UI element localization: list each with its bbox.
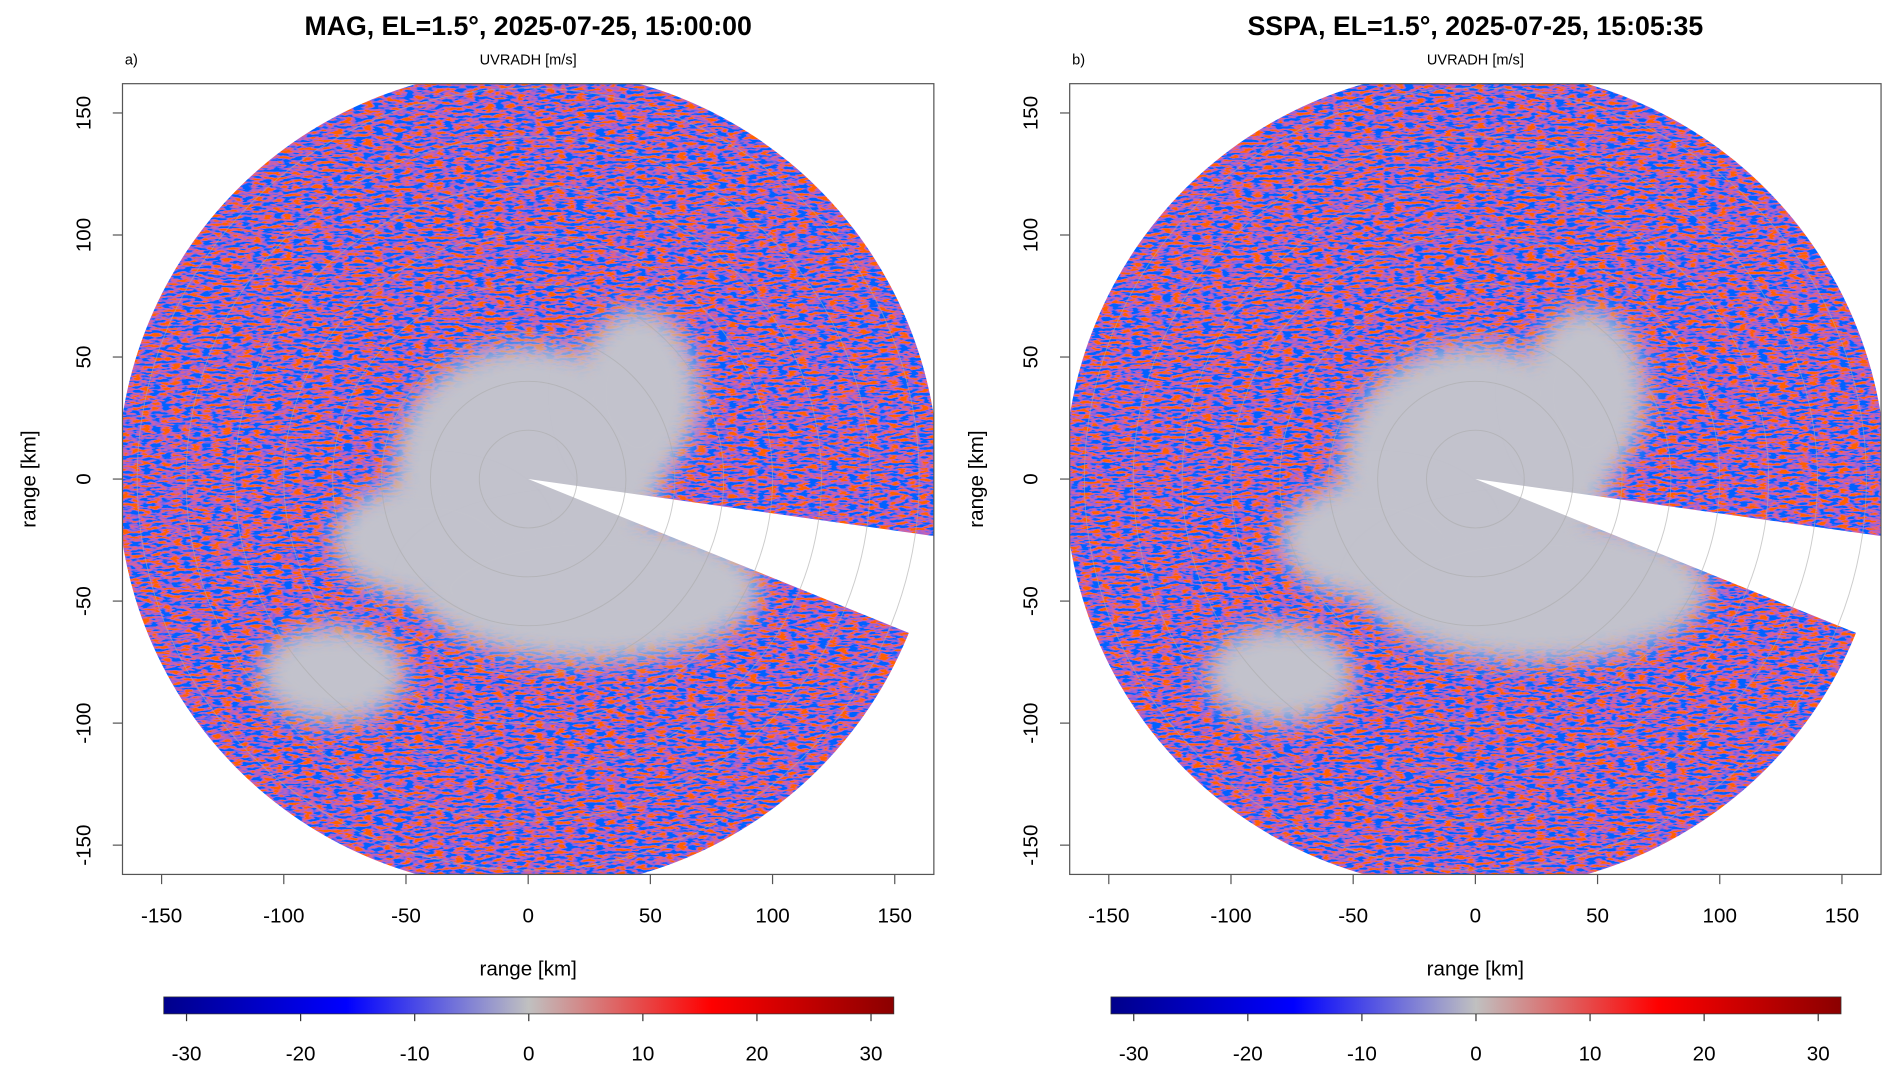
radar-disc bbox=[122, 83, 934, 875]
y-tick-label: -50 bbox=[1020, 586, 1043, 616]
x-tick-label: 150 bbox=[878, 904, 912, 927]
range-ring bbox=[1083, 87, 1867, 871]
colorbar-tick-label: 30 bbox=[1807, 1043, 1830, 1066]
colorbar-tick-label: -30 bbox=[1119, 1043, 1149, 1066]
x-tick-label: -50 bbox=[1338, 904, 1368, 927]
panel-label: a) bbox=[125, 52, 138, 68]
x-axis-label: range [km] bbox=[1427, 958, 1524, 981]
colorbar-tick-label: -30 bbox=[172, 1043, 202, 1066]
x-axis-label: range [km] bbox=[479, 958, 576, 981]
y-tick-label: 50 bbox=[1020, 346, 1043, 369]
y-axis-label: range [km] bbox=[18, 430, 41, 527]
range-ring bbox=[332, 283, 725, 676]
x-tick-label: -50 bbox=[391, 904, 421, 927]
range-ring bbox=[283, 234, 774, 724]
range-ring bbox=[136, 87, 920, 871]
x-tick-label: 0 bbox=[522, 904, 533, 927]
range-ring bbox=[478, 429, 578, 529]
range-ring bbox=[234, 185, 822, 773]
x-tick-label: -150 bbox=[1088, 904, 1129, 927]
y-axis-label: range [km] bbox=[965, 430, 988, 527]
panel-label: b) bbox=[1072, 52, 1085, 68]
colorbar-tick-label: -20 bbox=[1233, 1043, 1263, 1066]
radar-disc bbox=[1069, 83, 1882, 875]
colorbar bbox=[163, 996, 895, 1015]
colorbar bbox=[1110, 996, 1842, 1015]
y-tick-label: 150 bbox=[1020, 96, 1043, 130]
x-tick-label: -100 bbox=[263, 904, 304, 927]
colorbar-tick-label: 20 bbox=[745, 1043, 768, 1066]
colorbar-tick-label: -20 bbox=[286, 1043, 316, 1066]
range-ring bbox=[1181, 185, 1770, 773]
range-ring bbox=[429, 380, 627, 578]
colorbar-tick-label: 10 bbox=[1579, 1043, 1602, 1066]
range-ring bbox=[1230, 234, 1721, 724]
colorbar-tick-label: 30 bbox=[860, 1043, 883, 1066]
panel: SSPA, EL=1.5°, 2025-07-25, 15:05:35 UVRAD… bbox=[965, 11, 1882, 1066]
panel: MAG, EL=1.5°, 2025-07-25, 15:00:00 UVRADH… bbox=[18, 11, 935, 1066]
y-tick-label: -100 bbox=[72, 702, 95, 743]
y-tick-label: 150 bbox=[72, 96, 95, 130]
x-tick-label: 100 bbox=[755, 904, 789, 927]
colorbar-tick-label: 0 bbox=[523, 1043, 534, 1066]
blind-sector bbox=[1475, 479, 1882, 643]
echo-region bbox=[418, 515, 761, 663]
range-ring bbox=[1328, 331, 1623, 627]
range-ring bbox=[381, 331, 676, 627]
range-ring bbox=[1279, 283, 1672, 676]
echo-region bbox=[259, 625, 406, 724]
range-ring bbox=[1377, 380, 1574, 578]
x-tick-label: 0 bbox=[1470, 904, 1481, 927]
subtitle: UVRADH [m/s] bbox=[1427, 52, 1524, 68]
colorbar-tick-label: -10 bbox=[400, 1043, 430, 1066]
x-tick-label: 150 bbox=[1825, 904, 1859, 927]
x-tick-label: 50 bbox=[1586, 904, 1609, 927]
x-tick-label: -150 bbox=[141, 904, 182, 927]
range-ring bbox=[1132, 136, 1818, 822]
y-tick-label: 50 bbox=[72, 346, 95, 369]
y-tick-label: -150 bbox=[72, 825, 95, 866]
echo-region bbox=[1524, 307, 1647, 480]
colorbar-tick-label: -10 bbox=[1347, 1043, 1377, 1066]
echo-region bbox=[1365, 515, 1708, 663]
subtitle: UVRADH [m/s] bbox=[480, 52, 577, 68]
y-tick-label: 0 bbox=[72, 473, 95, 484]
chart-title: SSPA, EL=1.5°, 2025-07-25, 15:05:35 bbox=[1248, 11, 1704, 41]
x-tick-label: 100 bbox=[1703, 904, 1737, 927]
colorbar-tick-label: 20 bbox=[1693, 1043, 1716, 1066]
echo-region bbox=[1206, 625, 1354, 724]
y-tick-label: 100 bbox=[1020, 218, 1043, 252]
blind-sector bbox=[528, 479, 934, 643]
colorbar-tick-label: 10 bbox=[631, 1043, 654, 1066]
radar-image bbox=[122, 83, 934, 875]
y-tick-label: 0 bbox=[1020, 473, 1043, 484]
y-tick-label: -100 bbox=[1020, 702, 1043, 743]
y-tick-label: -150 bbox=[1020, 825, 1043, 866]
echo-region bbox=[577, 307, 700, 480]
range-ring bbox=[185, 136, 871, 822]
radar-image bbox=[1069, 83, 1882, 875]
x-tick-label: -100 bbox=[1210, 904, 1251, 927]
y-tick-label: -50 bbox=[72, 586, 95, 616]
y-tick-label: 100 bbox=[72, 218, 95, 252]
range-ring bbox=[1426, 429, 1525, 529]
chart-title: MAG, EL=1.5°, 2025-07-25, 15:00:00 bbox=[305, 11, 752, 41]
x-tick-label: 50 bbox=[639, 904, 662, 927]
colorbar-tick-label: 0 bbox=[1470, 1043, 1481, 1066]
